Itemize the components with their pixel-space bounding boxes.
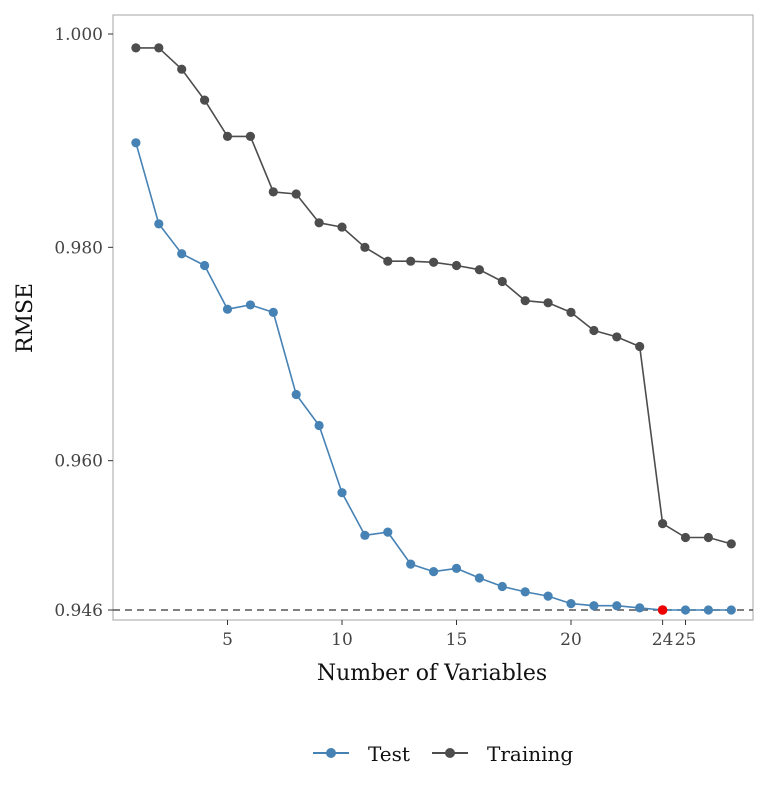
data-point-training (177, 64, 187, 74)
data-point-training (245, 131, 255, 141)
data-point-test (177, 249, 187, 259)
data-point-test (520, 587, 530, 597)
data-point-test (497, 581, 507, 592)
data-point-training (703, 532, 714, 543)
data-point-training (520, 296, 530, 306)
data-point-training (383, 256, 393, 266)
y-tick-label: 0.980 (54, 238, 103, 258)
data-point-test (429, 567, 439, 577)
x-tick-label: 20 (560, 630, 582, 650)
series-test (131, 138, 736, 615)
legend-label-training: Training (487, 742, 573, 766)
data-point-training (406, 256, 416, 266)
legend-item-training[interactable]: Training (432, 742, 573, 766)
data-point-test (612, 601, 622, 611)
data-point-test (383, 527, 393, 537)
data-point-test (360, 530, 370, 540)
x-tick-label: 10 (331, 630, 353, 650)
x-tick-label: 15 (446, 630, 468, 650)
data-point-test (589, 601, 599, 611)
data-point-test (680, 605, 691, 615)
data-point-test (566, 599, 576, 609)
data-point-test (406, 559, 416, 569)
data-point-test (268, 307, 278, 317)
y-tick-label: 1.000 (54, 25, 103, 45)
x-tick-label: 24 (652, 630, 674, 650)
data-point-test (131, 138, 141, 148)
y-axis-title: RMSE (13, 283, 38, 353)
data-point-training (726, 539, 736, 549)
data-point-test (291, 389, 301, 400)
data-point-training (222, 131, 233, 141)
legend-label-test: Test (368, 742, 410, 766)
legend-key-point-training (445, 748, 455, 758)
data-point-training (268, 187, 278, 197)
data-point-training (635, 341, 645, 352)
x-tick-label: 25 (675, 630, 697, 650)
y-tick-label: 0.960 (54, 452, 103, 472)
data-point-test (703, 605, 714, 615)
data-point-training (314, 218, 324, 228)
data-point-training (658, 519, 668, 529)
data-point-test (543, 591, 553, 601)
data-point-training (131, 43, 141, 53)
data-point-training (337, 222, 347, 232)
data-point-training (612, 332, 622, 342)
data-point-test (451, 563, 462, 574)
data-point-test (726, 605, 736, 615)
data-point-test (245, 300, 255, 310)
data-point-training (360, 242, 370, 252)
x-tick-label: 5 (222, 630, 233, 650)
plot-panel (112, 14, 754, 621)
data-point-training (154, 43, 164, 53)
data-point-test (337, 488, 347, 498)
legend-key-point-test (326, 748, 336, 758)
series-training (131, 43, 736, 549)
data-point-test (200, 260, 210, 271)
y-tick-label: 0.946 (54, 601, 103, 621)
data-point-training (589, 325, 599, 336)
data-point-test (154, 219, 164, 229)
x-axis-title: Number of Variables (317, 661, 547, 686)
data-point-training (566, 307, 576, 317)
data-point-training (497, 276, 507, 287)
data-point-test (635, 603, 645, 613)
data-point-test (474, 573, 484, 583)
data-point-test (314, 420, 324, 431)
legend: Test Training (313, 742, 573, 766)
data-point-training (200, 95, 210, 105)
legend-item-test[interactable]: Test (313, 742, 410, 766)
data-point-training (474, 265, 484, 275)
data-point-training (451, 260, 462, 271)
data-point-test (222, 304, 233, 314)
data-point-training (543, 298, 553, 308)
data-point-training (291, 189, 301, 199)
data-point-training (680, 532, 691, 543)
data-point-training (429, 257, 439, 267)
highlight-min-point (657, 605, 668, 615)
